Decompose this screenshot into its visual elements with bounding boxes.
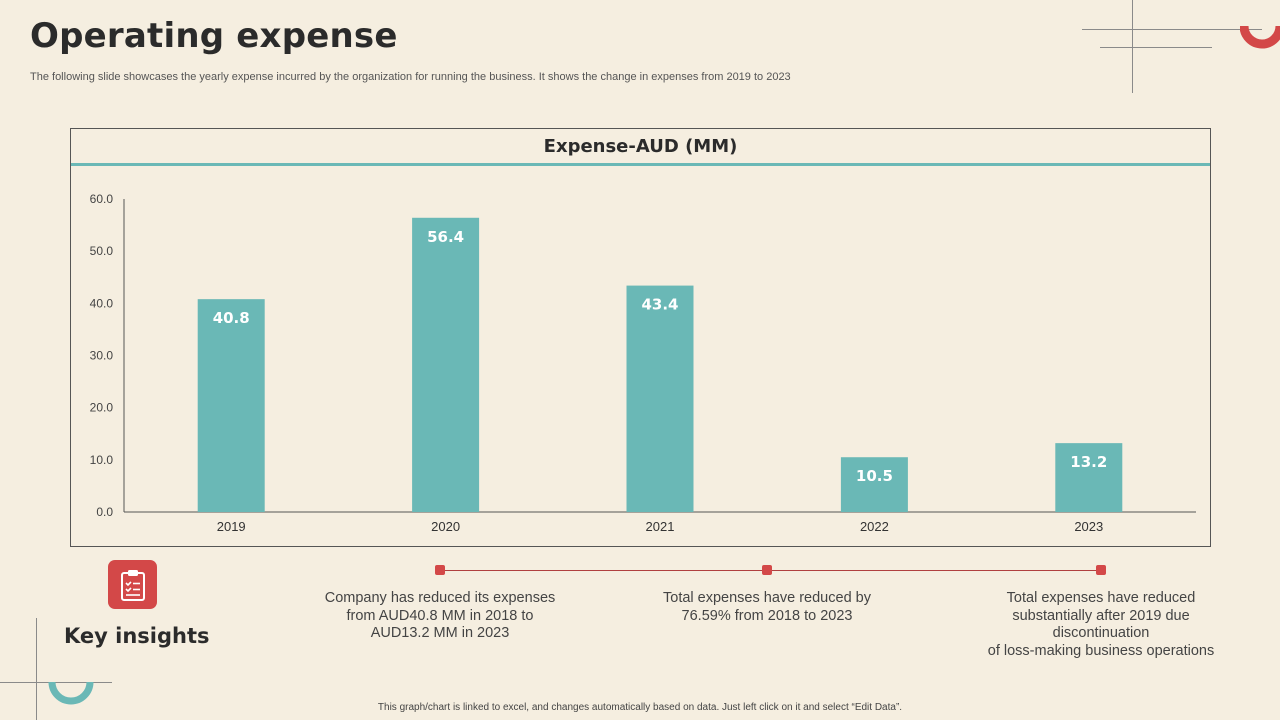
timeline-marker-1	[435, 565, 445, 575]
insight-2-line: 76.59% from 2018 to 2023	[681, 607, 853, 624]
y-tick-label: 60.0	[90, 192, 114, 206]
insight-2: Total expenses have reduced by 76.59% fr…	[642, 590, 892, 625]
insight-3-line: of loss-making business operations	[987, 642, 1215, 659]
bar-2023	[1055, 443, 1123, 512]
bar-value-label: 13.2	[1070, 453, 1107, 471]
y-tick-label: 20.0	[90, 401, 114, 415]
key-insights-heading: Key insights	[64, 624, 210, 648]
y-tick-label: 50.0	[90, 244, 114, 258]
x-tick-label: 2020	[431, 519, 460, 534]
deco-line-bottom-h	[0, 682, 112, 683]
insight-1-line: from AUD40.8 MM in 2018 to	[346, 607, 534, 624]
timeline-marker-2	[762, 565, 772, 575]
bar-2022	[840, 457, 908, 512]
x-tick-label: 2022	[860, 519, 889, 534]
bar-2020	[412, 217, 480, 512]
insight-2-line: Total expenses have reduced by	[663, 590, 871, 606]
insight-3-line: discontinuation	[1052, 625, 1150, 641]
y-tick-label: 0.0	[96, 505, 113, 519]
footnote: This graph/chart is linked to excel, and…	[377, 702, 903, 713]
deco-line-bottom-v	[36, 618, 37, 720]
deco-line-top-v	[1132, 0, 1133, 93]
x-tick-label: 2021	[646, 519, 675, 534]
bar-2019	[197, 299, 265, 512]
bar-value-label: 56.4	[427, 228, 464, 246]
insight-3-line: Total expenses have reduced	[1006, 590, 1196, 606]
insight-1-line: AUD13.2 MM in 2023	[370, 625, 510, 641]
deco-ring-teal	[48, 681, 94, 705]
x-tick-label: 2019	[217, 519, 246, 534]
chart-title: Expense-AUD (MM)	[543, 135, 738, 157]
y-tick-label: 30.0	[90, 349, 114, 363]
clipboard-checklist-icon	[120, 569, 145, 601]
page-title: Operating expense	[30, 16, 398, 56]
deco-line-top-h1	[1082, 29, 1262, 30]
x-tick-label: 2023	[1074, 519, 1103, 534]
y-tick-label: 40.0	[90, 296, 114, 310]
bar-chart[interactable]: 0.0 10.0 20.0 30.0 40.0 50.0 60.0 40.8 2019 56.4 2…	[71, 129, 1210, 546]
insight-3: Total expenses have reduced substantiall…	[966, 590, 1236, 660]
insights-icon-tile	[108, 560, 157, 609]
page-subtitle: The following slide showcases the yearly…	[30, 71, 791, 83]
bar-value-label: 10.5	[856, 467, 893, 485]
chart-panel: Expense-AUD (MM) 0.0 10.0 20.0 30.0 40.0 50.0…	[70, 128, 1211, 547]
chart-title-bar: Expense-AUD (MM)	[71, 129, 1210, 166]
deco-ring-red	[1240, 25, 1280, 49]
timeline-marker-3	[1096, 565, 1106, 575]
insight-3-line: substantially after 2019 due	[1012, 607, 1190, 624]
insight-1-line: Company has reduced its expenses	[324, 590, 556, 606]
y-tick-label: 10.0	[90, 453, 114, 467]
insight-1: Company has reduced its expenses from AU…	[315, 590, 565, 643]
bar-2021	[626, 285, 694, 512]
bar-value-label: 43.4	[641, 296, 678, 314]
deco-line-top-h2	[1100, 47, 1212, 48]
bar-value-label: 40.8	[213, 309, 250, 327]
